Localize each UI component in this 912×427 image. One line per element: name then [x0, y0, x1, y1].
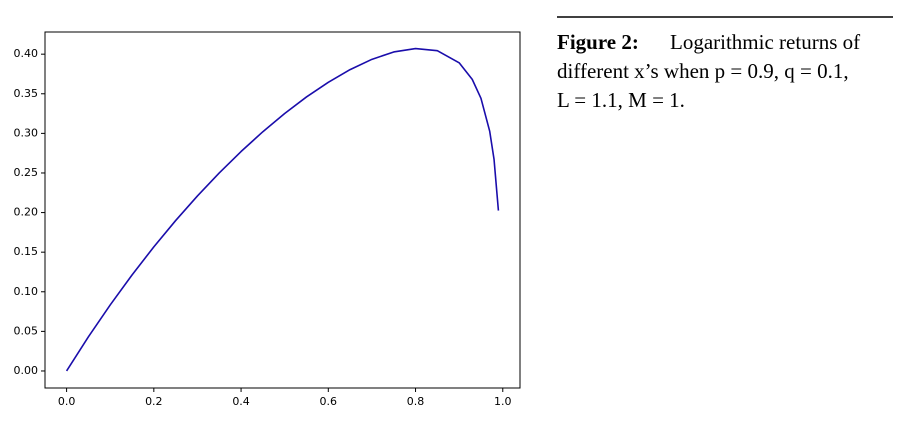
y-tick-label: 0.25 [14, 166, 39, 179]
x-tick-label: 1.0 [494, 395, 512, 408]
y-tick-label: 0.15 [14, 245, 39, 258]
caption-label: Figure 2: [557, 30, 639, 54]
caption-line: Logarithmic returns of [670, 30, 860, 54]
axes-frame [44, 31, 521, 389]
x-tick-label: 0.6 [320, 395, 338, 408]
caption-line: different x’s when p = 0.9, q = 0.1, [557, 59, 849, 83]
line-series [65, 47, 500, 372]
y-tick-label: 0.05 [14, 324, 39, 337]
y-tick-label: 0.00 [14, 364, 39, 377]
y-tick-label: 0.40 [14, 47, 39, 60]
y-tick-label: 0.20 [14, 206, 39, 219]
y-tick-label: 0.10 [14, 285, 39, 298]
x-tick-label: 0.8 [407, 395, 425, 408]
y-tick-label: 0.30 [14, 126, 39, 139]
x-tick-label: 0.4 [232, 395, 250, 408]
x-tick-label: 0.2 [145, 395, 163, 408]
x-tick-label: 0.0 [58, 395, 76, 408]
caption-line: L = 1.1, M = 1. [557, 88, 685, 112]
y-tick-label: 0.35 [14, 87, 39, 100]
